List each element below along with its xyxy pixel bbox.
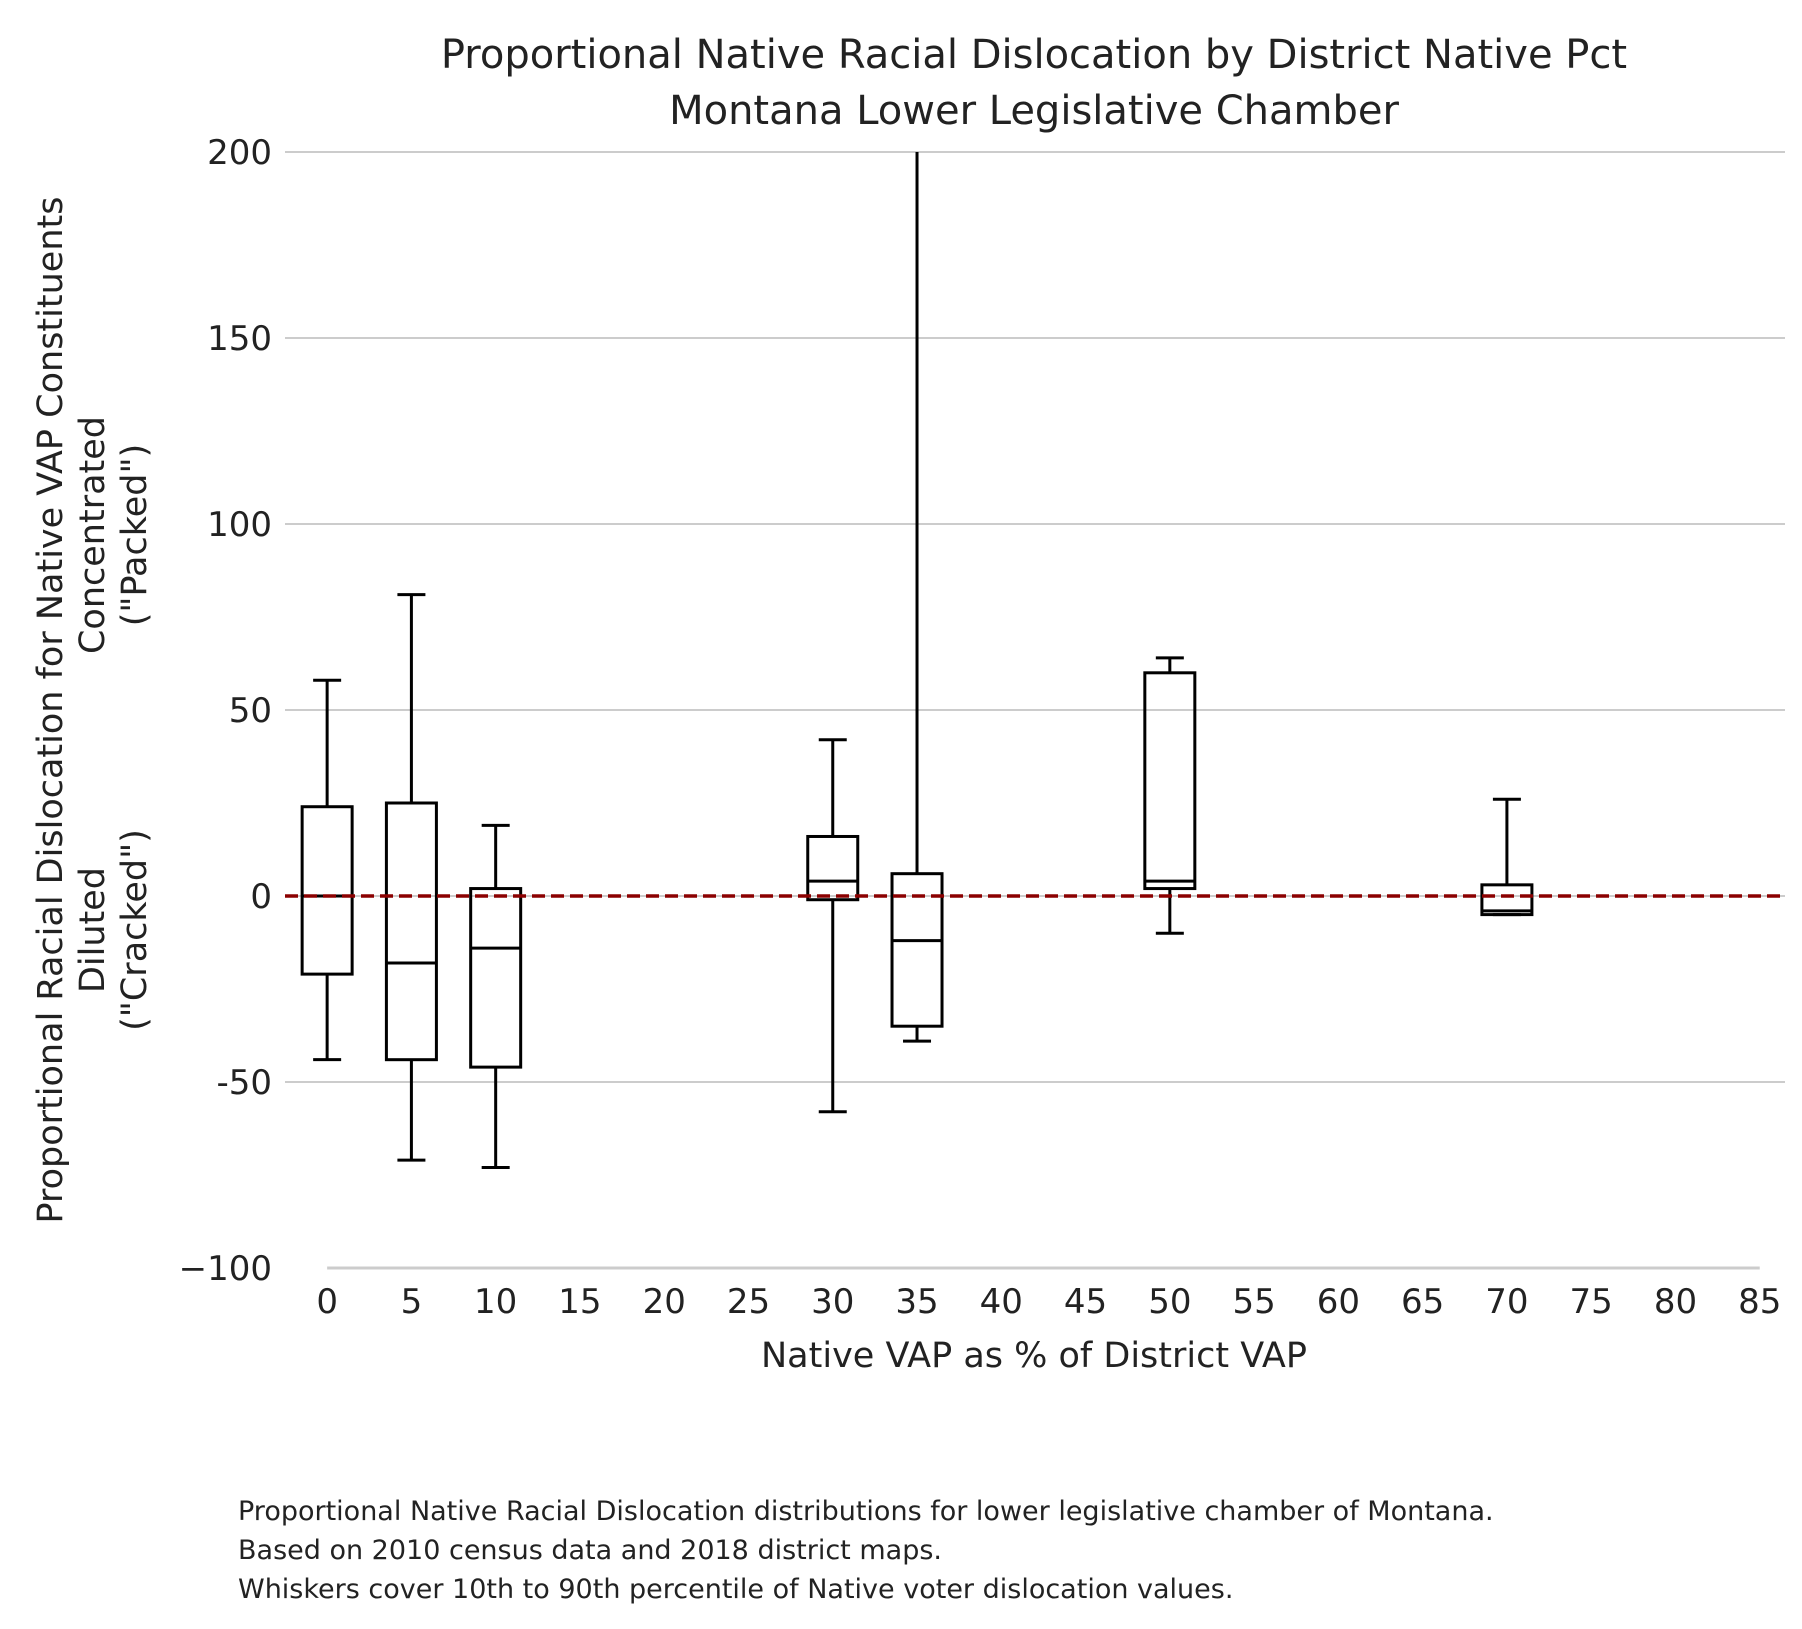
x-tick-label: 50 xyxy=(1148,1282,1191,1322)
y-tick-label: 150 xyxy=(207,319,272,359)
box-body xyxy=(1143,671,1197,891)
box-50 xyxy=(1143,656,1197,935)
x-tick-label: 5 xyxy=(401,1282,423,1322)
chart-caption: Proportional Native Racial Dislocation d… xyxy=(238,1492,1494,1609)
box-body xyxy=(890,872,944,1028)
x-tick-label: 85 xyxy=(1738,1282,1781,1322)
box-body xyxy=(1480,883,1534,917)
y-tick-label: -50 xyxy=(216,1063,272,1103)
box-10 xyxy=(469,823,523,1170)
box-body xyxy=(300,805,354,976)
x-axis-label: Native VAP as % of District VAP xyxy=(761,1336,1307,1376)
y-tick-label: −100 xyxy=(179,1249,272,1289)
box-body xyxy=(469,887,523,1069)
x-tick-label: 75 xyxy=(1570,1282,1613,1322)
y-axis-label-packed: ("Packed") xyxy=(115,444,155,627)
y-tick-labels: −100 -50 0 50 100 150 200 xyxy=(179,133,272,1289)
caption-line: Proportional Native Racial Dislocation d… xyxy=(238,1496,1494,1527)
y-tick-label: 0 xyxy=(250,877,272,917)
caption-line: Whiskers cover 10th to 90th percentile o… xyxy=(238,1574,1234,1605)
chart-title: Proportional Native Racial Dislocation b… xyxy=(441,32,1627,78)
box-30 xyxy=(806,738,860,1114)
x-tick-label: 55 xyxy=(1232,1282,1275,1322)
x-tick-label: 70 xyxy=(1485,1282,1528,1322)
boxes xyxy=(300,152,1534,1170)
y-tick-label: 50 xyxy=(229,691,272,731)
y-tick-label: 100 xyxy=(207,505,272,545)
box-5 xyxy=(384,593,438,1162)
y-axis-label-diluted: Diluted xyxy=(73,867,113,993)
box-body xyxy=(806,834,860,902)
y-tick-label: 200 xyxy=(207,133,272,173)
box-70 xyxy=(1480,797,1534,917)
box-0 xyxy=(300,678,354,1062)
x-tick-labels: 0 5 10 15 20 25 30 35 40 45 50 55 60 65 70 75 80 85 xyxy=(316,1282,1781,1322)
y-axis-label: Proportional Racial Dislocation for Nati… xyxy=(31,197,155,1224)
x-tick-label: 25 xyxy=(727,1282,770,1322)
x-tick-label: 10 xyxy=(474,1282,517,1322)
x-tick-label: 45 xyxy=(1064,1282,1107,1322)
box-35 xyxy=(890,152,944,1043)
y-axis-label-concentrated: Concentrated xyxy=(73,416,113,654)
x-tick-label: 40 xyxy=(980,1282,1023,1322)
caption-line: Based on 2010 census data and 2018 distr… xyxy=(238,1535,942,1566)
x-tick-label: 65 xyxy=(1401,1282,1444,1322)
x-tick-label: 30 xyxy=(811,1282,854,1322)
grid-lines xyxy=(285,151,1785,1083)
x-tick-label: 20 xyxy=(643,1282,686,1322)
x-tick-label: 60 xyxy=(1317,1282,1360,1322)
x-tick-label: 80 xyxy=(1654,1282,1697,1322)
x-tick-label: 35 xyxy=(895,1282,938,1322)
x-tick-label: 0 xyxy=(316,1282,338,1322)
y-axis-label-main: Proportional Racial Dislocation for Nati… xyxy=(31,197,71,1224)
y-axis-label-cracked: ("Cracked") xyxy=(115,829,155,1031)
box-body xyxy=(384,801,438,1062)
x-tick-label: 15 xyxy=(558,1282,601,1322)
chart-subtitle: Montana Lower Legislative Chamber xyxy=(669,88,1399,134)
